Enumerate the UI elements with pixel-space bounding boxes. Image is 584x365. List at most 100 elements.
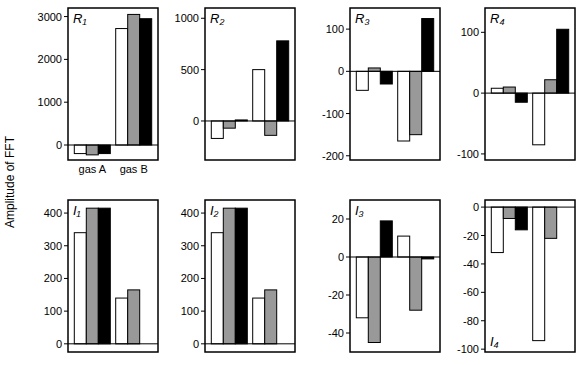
panel-title: I₂ [210, 203, 219, 218]
bar [503, 87, 515, 93]
bars [356, 19, 433, 141]
bar [545, 80, 557, 93]
zero-line [485, 93, 575, 94]
bar [398, 236, 410, 257]
bars [491, 207, 556, 341]
panel-title: I₄ [490, 334, 499, 349]
plot-frame [205, 200, 295, 352]
zero-line [68, 145, 158, 146]
y-tick-label: 500 [181, 64, 199, 76]
plot-frame [350, 200, 440, 352]
panel: 0 100 200 300 400 I₁ [44, 200, 158, 352]
y-tick-label: 400 [44, 207, 62, 219]
bar [253, 298, 265, 344]
y-tick-label: -100 [322, 108, 344, 120]
bars [74, 14, 151, 154]
bar [74, 233, 86, 344]
y-tick-label: -20 [463, 230, 479, 242]
bar [356, 71, 368, 90]
panel-title: R₂ [210, 11, 224, 26]
bars [356, 221, 433, 343]
panel-title: R₄ [490, 11, 505, 26]
page: {"y_label": "Amplitude of FFT", "chart_d… [0, 0, 584, 365]
y-tick-label: -100 [457, 148, 479, 160]
zero-line [205, 343, 295, 344]
bar [410, 257, 422, 310]
bar [98, 145, 110, 154]
y-tick-label: 300 [181, 240, 199, 252]
y-tick-label: 2000 [38, 53, 62, 65]
panel-title: R₁ [73, 11, 87, 26]
panel-title: I₁ [73, 203, 81, 218]
plot-frame [205, 8, 295, 160]
bar [277, 41, 289, 121]
plot-frame [350, 8, 440, 160]
bar [515, 93, 527, 102]
y-tick-label: -40 [463, 258, 479, 270]
x-tick-label: gas B [120, 163, 148, 175]
bars [211, 208, 276, 344]
panel: 0100020003000gas Agas BR₁ [38, 8, 158, 175]
bar [116, 29, 128, 145]
y-tick-label: 100 [44, 305, 62, 317]
plot-frame [485, 8, 575, 160]
zero-line [205, 120, 295, 121]
y-tick-label: -40 [328, 327, 344, 339]
bar [533, 93, 545, 145]
y-tick-label: 0 [193, 338, 199, 350]
bar [533, 207, 545, 341]
bar [380, 71, 392, 84]
y-tick-label: 200 [44, 272, 62, 284]
bar [116, 298, 128, 344]
y-tick-label: 300 [44, 240, 62, 252]
bar [491, 88, 503, 93]
bar [368, 68, 380, 71]
zero-line [350, 257, 440, 258]
y-tick-label: -80 [463, 315, 479, 327]
bar [356, 257, 368, 318]
figure: Amplitude of FFT0100020003000gas Agas BR… [0, 0, 584, 365]
plot-frame [485, 200, 575, 352]
bar [140, 19, 152, 145]
y-tick-label: 0 [56, 338, 62, 350]
bar [223, 121, 235, 128]
plot-frame [68, 200, 158, 352]
bar [235, 208, 247, 344]
y-tick-label: 100 [181, 305, 199, 317]
bar [503, 207, 515, 218]
panel: -100-80-60-40-200I₄ [457, 200, 575, 355]
bar [86, 208, 98, 344]
bars [74, 208, 139, 344]
panel: -40-20020I₃ [328, 200, 440, 352]
bar [398, 71, 410, 141]
bars [211, 41, 288, 139]
panel-title: R₃ [355, 11, 370, 26]
y-tick-label: 3000 [38, 11, 62, 23]
bar [211, 121, 223, 138]
panel: -200-1000100R₃ [322, 8, 440, 162]
y-tick-label: 0 [338, 65, 344, 77]
bar [410, 71, 422, 134]
bar [491, 207, 503, 252]
zero-line [68, 343, 158, 344]
y-tick-label: 0 [193, 115, 199, 127]
bar [211, 233, 223, 344]
bar [380, 221, 392, 257]
bar [545, 207, 557, 238]
zero-line [350, 71, 440, 72]
y-axis-label: Amplitude of FFT [3, 135, 17, 228]
bar [557, 29, 569, 93]
bar [422, 19, 434, 72]
bar [265, 121, 277, 135]
bar [253, 70, 265, 121]
bar [128, 14, 140, 145]
panel: 0 100 200 300 400 I₂ [181, 200, 295, 352]
plot-frame [68, 8, 158, 160]
y-tick-label: 1000 [38, 96, 62, 108]
bar [74, 145, 86, 154]
y-tick-label: 400 [181, 207, 199, 219]
y-tick-label: 200 [181, 272, 199, 284]
bar [368, 257, 380, 343]
y-tick-label: 1000 [175, 12, 199, 24]
panel: -1000100R₄ [457, 8, 575, 160]
